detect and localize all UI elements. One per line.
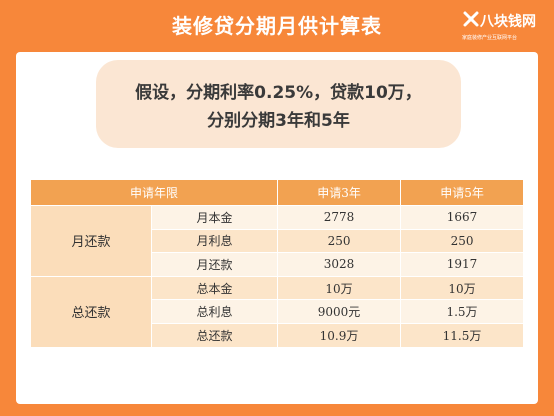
header-term: 申请年限 <box>29 179 279 206</box>
row-item: 月本金 <box>150 205 279 230</box>
row-value-5y: 10万 <box>400 275 525 301</box>
row-item: 总本金 <box>150 275 279 301</box>
assumption-callout: 假设，分期利率0.25%，贷款10万， 分别分期3年和5年 <box>96 60 461 148</box>
table-row: 总利息 9000元 1.5万 <box>31 299 525 324</box>
header-3-years: 申请3年 <box>277 179 402 206</box>
row-item: 总还款 <box>150 322 279 348</box>
logo-name: 八块钱网 <box>480 14 536 30</box>
watermark-text: 知乎 @八块钱网 <box>418 388 514 403</box>
row-item: 总利息 <box>150 299 279 324</box>
row-value-3y: 10.9万 <box>277 322 402 348</box>
row-value-5y: 1667 <box>400 205 525 230</box>
page-title: 装修贷分期月供计算表 <box>172 14 382 38</box>
row-value-5y: 11.5万 <box>400 322 525 348</box>
row-value-5y: 1.5万 <box>400 299 525 324</box>
brand-logo: 八块钱网 家庭装修产业互联网平台 <box>462 10 547 46</box>
row-value-3y: 2778 <box>277 205 402 230</box>
table-row: 月还款 3028 1917 <box>31 252 525 277</box>
table-row: 月利息 250 250 <box>31 228 525 254</box>
row-value-5y: 250 <box>400 228 525 254</box>
repayment-table: 申请年限 申请3年 申请5年 月还款 月本金 2778 1667 月利息 250… <box>29 179 525 348</box>
table-header-row: 申请年限 申请3年 申请5年 <box>29 179 525 206</box>
row-item: 月利息 <box>150 228 279 254</box>
row-item: 月还款 <box>150 252 279 277</box>
header-5-years: 申请5年 <box>400 179 525 206</box>
row-value-3y: 9000元 <box>277 299 402 324</box>
assumption-line-1: 假设，分期利率0.25%，贷款10万， <box>135 83 422 103</box>
group-label-total: 总还款 <box>30 275 152 348</box>
table-row: 总还款 10.9万 11.5万 <box>31 322 525 348</box>
assumption-line-2: 分别分期3年和5年 <box>207 111 350 131</box>
group-label-monthly: 月还款 <box>30 205 152 277</box>
row-value-3y: 10万 <box>277 275 402 301</box>
table-row: 总还款 总本金 10万 10万 <box>30 275 525 348</box>
logo-icon <box>463 11 479 27</box>
table-row: 月还款 月本金 2778 1667 <box>30 205 525 277</box>
row-value-3y: 250 <box>277 228 402 254</box>
row-value-3y: 3028 <box>277 252 402 277</box>
logo-slogan: 家庭装修产业互联网平台 <box>462 35 518 41</box>
row-value-5y: 1917 <box>400 252 525 277</box>
